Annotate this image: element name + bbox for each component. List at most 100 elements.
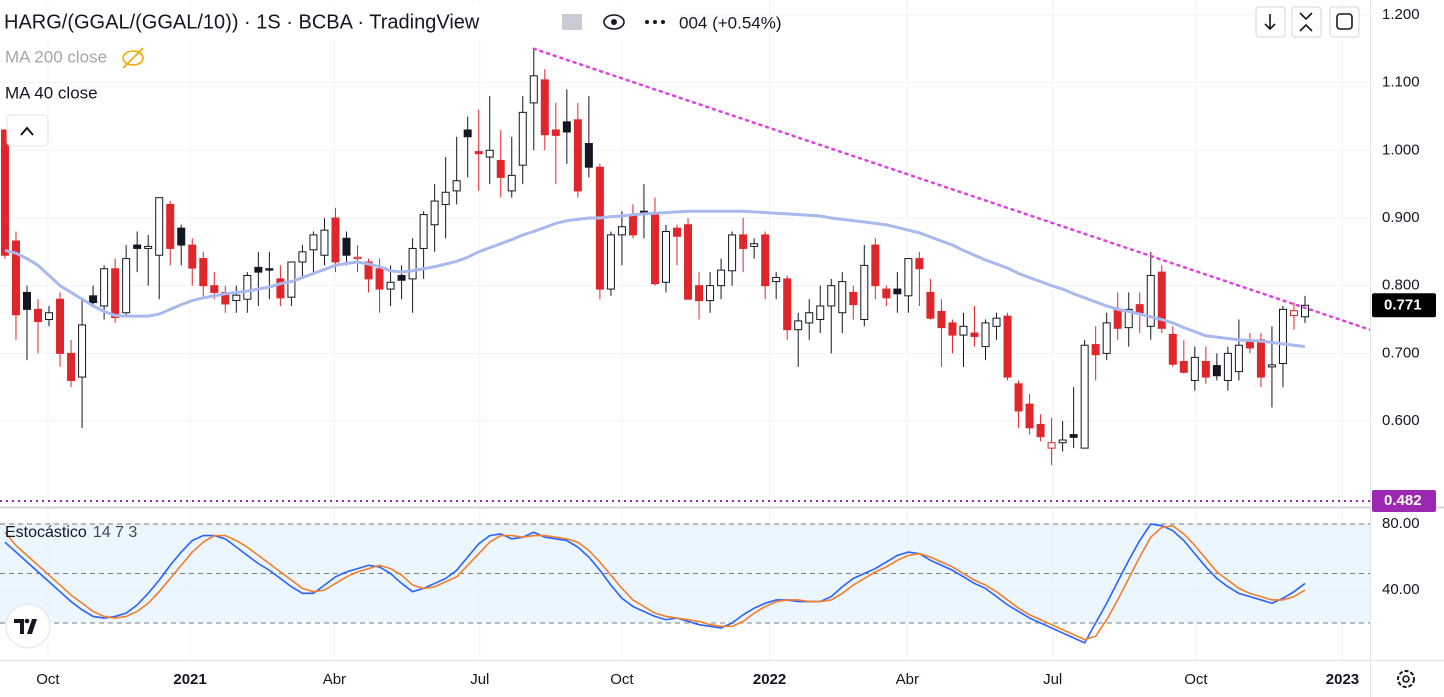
- stoch-line: [4, 523, 1306, 644]
- candle-body: [474, 151, 483, 155]
- candle-body: [452, 180, 461, 192]
- candle-body: [1036, 423, 1045, 438]
- trend-line: [532, 47, 1370, 331]
- candle-body: [1212, 365, 1221, 377]
- candle-body: [364, 261, 373, 280]
- candle-body: [1201, 360, 1210, 378]
- candle-body: [1157, 271, 1166, 329]
- indicator-title: Estocástico: [5, 524, 87, 541]
- candle-body: [67, 352, 76, 381]
- price-pane: [0, 47, 1370, 502]
- candle-body: [188, 244, 197, 269]
- candle-body: [485, 149, 494, 158]
- axes: Oct 2021 Abr Jul Oct 2022 Abr Jul Oct 2023 1.200 1.…: [36, 6, 1436, 688]
- candle-body: [617, 226, 626, 236]
- candle-body: [1025, 403, 1034, 429]
- x-tick-label: Jul: [470, 671, 489, 688]
- price-label: 0.482: [1384, 492, 1422, 509]
- candle-body: [1267, 364, 1276, 368]
- candle-body: [430, 200, 439, 226]
- title-box: [0, 4, 678, 40]
- candle-body: [540, 79, 549, 136]
- x-tick-label: Abr: [896, 671, 919, 688]
- y-tick-label: 1.200: [1382, 6, 1420, 23]
- x-tick-label: Abr: [323, 671, 346, 688]
- candle-body: [243, 275, 252, 300]
- candle-body: [794, 320, 803, 331]
- candle-body: [695, 285, 704, 302]
- candle-body: [948, 322, 957, 336]
- candle-body: [981, 322, 990, 348]
- candle-body: [155, 197, 164, 256]
- candle-body: [507, 174, 516, 192]
- candle-body: [1102, 322, 1111, 354]
- candle-body: [783, 278, 792, 331]
- candle-body: [1223, 352, 1232, 381]
- maximize-icon: [1336, 13, 1353, 30]
- candle-body: [551, 129, 560, 136]
- eye-off-icon[interactable]: [122, 47, 144, 69]
- candle-body: [1256, 339, 1265, 378]
- candle-body: [199, 258, 208, 287]
- minimize-icon: [1299, 12, 1313, 32]
- candle-body: [1113, 308, 1122, 329]
- more-icon[interactable]: [645, 20, 665, 24]
- eye-icon[interactable]: [603, 14, 625, 30]
- candle-body: [728, 234, 737, 272]
- candle-body: [673, 227, 682, 237]
- flag-icon[interactable]: [562, 14, 582, 30]
- toolbar: [1255, 6, 1360, 38]
- candle-body: [397, 275, 406, 281]
- legend-entry[interactable]: MA 40 close: [5, 83, 98, 102]
- candle-body: [849, 291, 858, 306]
- candle-body: [805, 312, 814, 324]
- candle-body: [761, 234, 770, 287]
- candle-body: [45, 312, 54, 321]
- candle-body: [661, 231, 670, 283]
- candle-body: [882, 288, 891, 299]
- candle-body: [772, 277, 781, 283]
- y-tick-label: 0.900: [1382, 209, 1420, 226]
- x-tick-label: Oct: [1184, 671, 1208, 688]
- maximize-button[interactable]: [1329, 6, 1360, 38]
- candle-body: [254, 266, 263, 273]
- candle-body: [309, 234, 318, 251]
- candle-body: [166, 203, 175, 249]
- minimize-button[interactable]: [1291, 6, 1322, 38]
- candle-body: [1234, 344, 1243, 373]
- candle-body: [463, 129, 472, 138]
- x-tick-label: 2022: [753, 671, 786, 688]
- candle-body: [926, 291, 935, 319]
- candle-body: [133, 244, 142, 249]
- candle-body: [1300, 304, 1309, 318]
- indicator-params: 14 7 3: [93, 524, 138, 541]
- candle-body: [739, 234, 748, 249]
- candle-body: [904, 258, 913, 297]
- candle-body: [1124, 308, 1133, 329]
- collapse-button[interactable]: [6, 114, 49, 147]
- y-tick-label: 1.000: [1382, 141, 1420, 158]
- candle-body: [232, 294, 241, 302]
- x-tick-label: Oct: [36, 671, 60, 688]
- candle-body: [650, 214, 659, 285]
- candle-body: [706, 285, 715, 302]
- candle-body: [22, 291, 31, 310]
- candle-body: [816, 305, 825, 321]
- candle-body: [111, 268, 120, 318]
- last-price-box: [1372, 293, 1436, 318]
- legend-hidden[interactable]: MA 200 close: [5, 47, 107, 66]
- x-tick-label: Oct: [610, 671, 634, 688]
- candle-body: [838, 281, 847, 314]
- candle-body: [89, 295, 98, 304]
- settings-icon[interactable]: [1397, 670, 1415, 688]
- candle-body: [1190, 356, 1199, 381]
- candle-body: [122, 258, 131, 314]
- tv-logo: [5, 603, 51, 649]
- candle-body: [320, 229, 329, 256]
- candle-body: [1080, 344, 1089, 449]
- candle-body: [1047, 442, 1056, 449]
- candle-body: [1069, 434, 1078, 438]
- candle-body: [419, 214, 428, 249]
- candle-body: [529, 75, 538, 104]
- candle-body: [0, 129, 9, 256]
